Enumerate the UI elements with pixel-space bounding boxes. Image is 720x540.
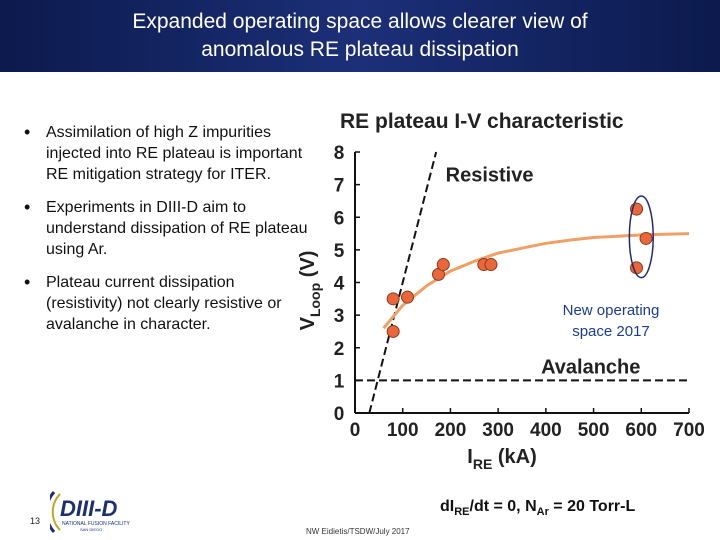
slide-title: Expanded operating space allows clearer … bbox=[0, 8, 720, 64]
x-tick-label: 600 bbox=[625, 420, 657, 441]
y-tick-label: 8 bbox=[334, 143, 345, 164]
data-point bbox=[386, 324, 400, 338]
bullet-text: Assimilation of high Z impurities inject… bbox=[46, 124, 303, 183]
y-tick-label: 2 bbox=[334, 339, 345, 360]
bullet-text: Experiments in DIII-D aim to understand … bbox=[46, 199, 308, 258]
x-tick-label: 0 bbox=[350, 420, 361, 441]
logo-location: SAN DIEGO bbox=[80, 527, 102, 532]
highlight-ellipse bbox=[628, 195, 654, 279]
resistive-line bbox=[368, 151, 438, 414]
x-tick-label: 500 bbox=[578, 420, 610, 441]
x-tick-label: 100 bbox=[387, 420, 419, 441]
bullet-marker: • bbox=[24, 272, 31, 292]
title-bar bbox=[0, 0, 720, 72]
data-point bbox=[386, 292, 400, 306]
data-point bbox=[484, 258, 498, 272]
iv-chart: 0 100 200 300 400 500 600 700 0 1 2 3 4 5 6 7 8 IRE (kA) V… bbox=[297, 143, 705, 470]
logo-subtitle: NATIONAL FUSION FACILITY bbox=[62, 521, 130, 527]
x-tick-label: 400 bbox=[530, 420, 562, 441]
title-line-1: Expanded operating space allows clearer … bbox=[132, 10, 588, 33]
diii-d-logo: DIII-D NATIONAL FUSION FACILITY SAN DIEG… bbox=[50, 491, 130, 533]
bullet-item: • Assimilation of high Z impurities inje… bbox=[22, 122, 312, 185]
chart-title: RE plateau I-V characteristic bbox=[340, 110, 624, 133]
data-point bbox=[400, 290, 414, 304]
x-axis-label: IRE (kA) bbox=[467, 446, 536, 470]
bullet-list: • Assimilation of high Z impurities inje… bbox=[22, 122, 312, 347]
fit-curve bbox=[382, 232, 690, 330]
y-tick-label: 4 bbox=[334, 274, 345, 295]
footer-credit: NW Eidietis/TSDW/July 2017 bbox=[306, 527, 410, 536]
footer-equation: dIRE/dt = 0, NAr = 20 Torr-L bbox=[440, 498, 636, 519]
x-tick-label: 700 bbox=[673, 420, 705, 441]
data-point bbox=[436, 258, 450, 272]
page-number: 13 bbox=[30, 516, 41, 526]
x-tick-label: 300 bbox=[482, 420, 514, 441]
title-line-2: anomalous RE plateau dissipation bbox=[201, 38, 519, 61]
y-tick-label: 1 bbox=[334, 371, 345, 392]
y-axis-label: VLoop (V) bbox=[297, 251, 323, 331]
bullet-text: Plateau current dissipation (resistivity… bbox=[46, 274, 282, 333]
bullet-marker: • bbox=[24, 197, 31, 217]
bullet-item: • Experiments in DIII-D aim to understan… bbox=[22, 197, 312, 260]
y-tick-label: 3 bbox=[334, 306, 345, 327]
resistive-label: Resistive bbox=[446, 164, 534, 186]
data-point bbox=[639, 231, 653, 245]
y-tick-label: 0 bbox=[334, 404, 345, 425]
bullet-item: • Plateau current dissipation (resistivi… bbox=[22, 272, 312, 335]
y-tick-label: 7 bbox=[334, 176, 345, 197]
bullet-marker: • bbox=[24, 122, 31, 142]
logo-name: DIII-D bbox=[60, 496, 118, 521]
new-operating-space-annotation: New operating space 2017 bbox=[562, 302, 660, 340]
y-tick-label: 5 bbox=[334, 241, 345, 262]
y-tick-label: 6 bbox=[334, 208, 345, 229]
x-tick-label: 200 bbox=[435, 420, 467, 441]
avalanche-label: Avalanche bbox=[541, 356, 640, 378]
